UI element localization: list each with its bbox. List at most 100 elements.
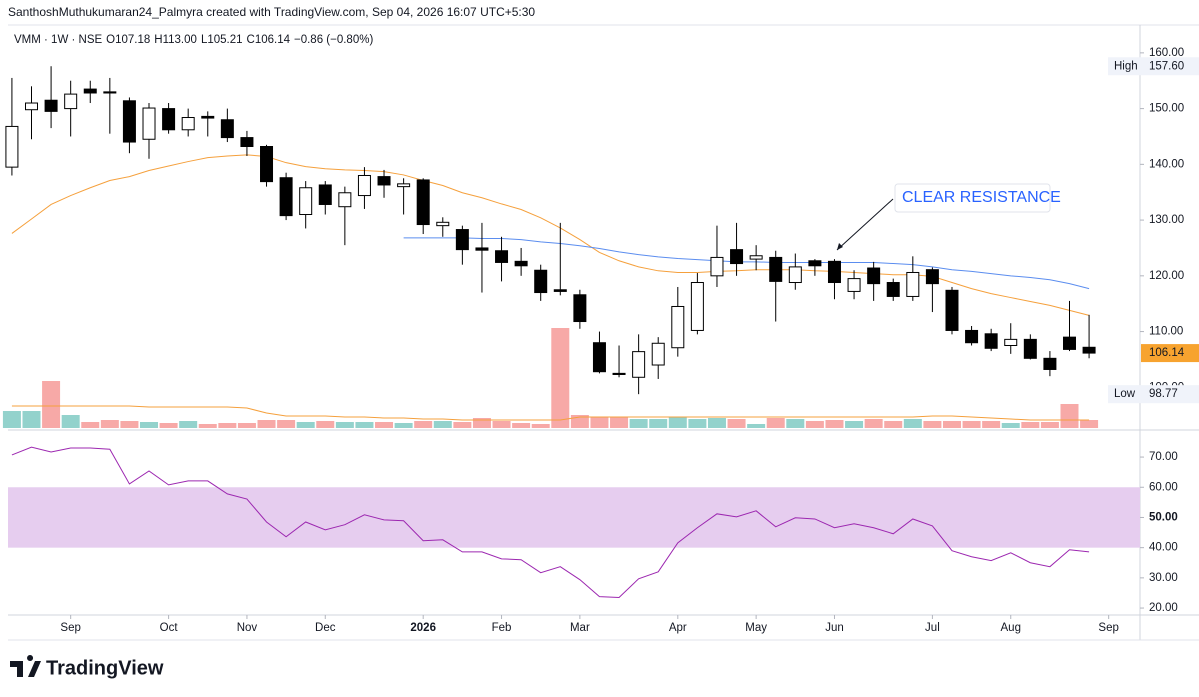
brand-name: TradingView (46, 657, 164, 679)
volume-bar (42, 381, 61, 428)
candle-body (1043, 357, 1057, 370)
volume-bar (1021, 422, 1040, 428)
volume-bar (316, 421, 335, 428)
candle-body (553, 289, 567, 292)
legend-close: C106.14 (247, 34, 291, 46)
last-price-label: 106.14 (1149, 347, 1185, 359)
volume-bar (649, 419, 668, 428)
candle-body (260, 146, 274, 183)
volume-bar (277, 420, 296, 428)
volume-bar (668, 417, 687, 428)
volume-bar (218, 423, 237, 428)
candle-body (886, 282, 900, 297)
volume-bar (1040, 422, 1059, 428)
candle-body (64, 93, 78, 110)
volume-bar (2, 411, 21, 428)
volume-bar (335, 422, 354, 428)
header-text: SanthoshMuthukumaran24_Palmyra created w… (8, 5, 535, 19)
price-label-name: Low (1114, 388, 1136, 400)
candle-body (220, 119, 234, 139)
legend-high: H113.00 (154, 34, 197, 46)
price-pane (5, 66, 1096, 395)
candle-body (690, 282, 704, 331)
rsi-tick-label: 60.00 (1149, 481, 1178, 493)
footer: TradingView (10, 655, 164, 679)
y-tick-label: 160.00 (1149, 47, 1184, 59)
candle-body (279, 177, 293, 217)
candle-body (240, 137, 254, 148)
rsi-tick-label: 70.00 (1149, 451, 1178, 463)
candle-body (1023, 338, 1037, 359)
candle-body (671, 305, 685, 349)
candle-body (769, 256, 783, 282)
rsi-tick-label: 20.00 (1149, 602, 1178, 614)
volume-bar (825, 420, 844, 428)
volume-bar (100, 420, 119, 428)
candle-body (416, 179, 430, 226)
brand-logo (10, 655, 41, 677)
volume-bar (747, 424, 766, 428)
x-tick-label: 2026 (410, 622, 436, 634)
volume-bar (1060, 404, 1079, 428)
volume-bar (610, 417, 629, 428)
volume-bar (140, 422, 159, 428)
candle-body (867, 267, 881, 285)
candle-body (44, 99, 58, 112)
x-tick-label: Sep (1098, 622, 1118, 634)
candle-body (788, 266, 802, 284)
volume-bar (805, 421, 824, 428)
volume-bar (492, 421, 511, 428)
annotation-text: CLEAR RESISTANCE (902, 189, 1061, 206)
volume-bar (453, 422, 472, 428)
candle-body (162, 108, 176, 131)
candle-body (475, 247, 489, 251)
x-tick-label: Nov (237, 622, 258, 634)
volume-bar (727, 419, 746, 428)
x-tick-label: Jul (925, 622, 940, 634)
volume-bar (688, 419, 707, 428)
candle-body (965, 329, 979, 344)
legend-low: L105.21 (201, 34, 243, 46)
x-tick-label: Feb (492, 622, 512, 634)
y-tick-label: 120.00 (1149, 270, 1184, 282)
volume-bar (512, 423, 531, 428)
y-tick-label: 130.00 (1149, 214, 1184, 226)
rsi-pane (8, 446, 1140, 598)
annotation-arrowhead (837, 243, 843, 250)
rsi-tick-label: 30.00 (1149, 572, 1178, 584)
price-label-value: 98.77 (1149, 388, 1178, 400)
volume-bar (923, 421, 942, 428)
volume-bar (786, 419, 805, 428)
x-tick-label: Aug (1001, 622, 1021, 634)
volume-ma (11, 405, 1090, 421)
volume-bar (590, 417, 609, 428)
candle-body (397, 183, 411, 188)
volume-bar (394, 423, 413, 428)
candle-body (181, 117, 195, 131)
volume-bar (433, 421, 452, 428)
volume-bar (375, 422, 394, 428)
volume-bar (61, 415, 80, 428)
price-label-value: 157.60 (1149, 60, 1184, 72)
candle-body (945, 289, 959, 331)
legend-change: −0.86 (−0.80%) (294, 34, 373, 46)
candle-body (1004, 338, 1018, 347)
volume-bar (179, 421, 198, 428)
volume-bar (551, 328, 570, 428)
candle-body (142, 107, 156, 140)
volume-bar (296, 422, 315, 428)
candle-body (5, 125, 19, 168)
annotation: CLEAR RESISTANCE (836, 183, 1061, 251)
candle-body (436, 221, 450, 227)
candle-body (299, 187, 313, 216)
symbol: VMM · 1W · NSE (14, 34, 102, 46)
legend-open: O107.18 (106, 34, 150, 46)
y-tick-label: 110.00 (1149, 326, 1183, 338)
price-label-box (1108, 385, 1199, 404)
volume-bar (629, 419, 648, 428)
x-tick-label: Dec (315, 622, 336, 634)
candle-body (534, 269, 548, 294)
volume-bar (845, 421, 864, 428)
